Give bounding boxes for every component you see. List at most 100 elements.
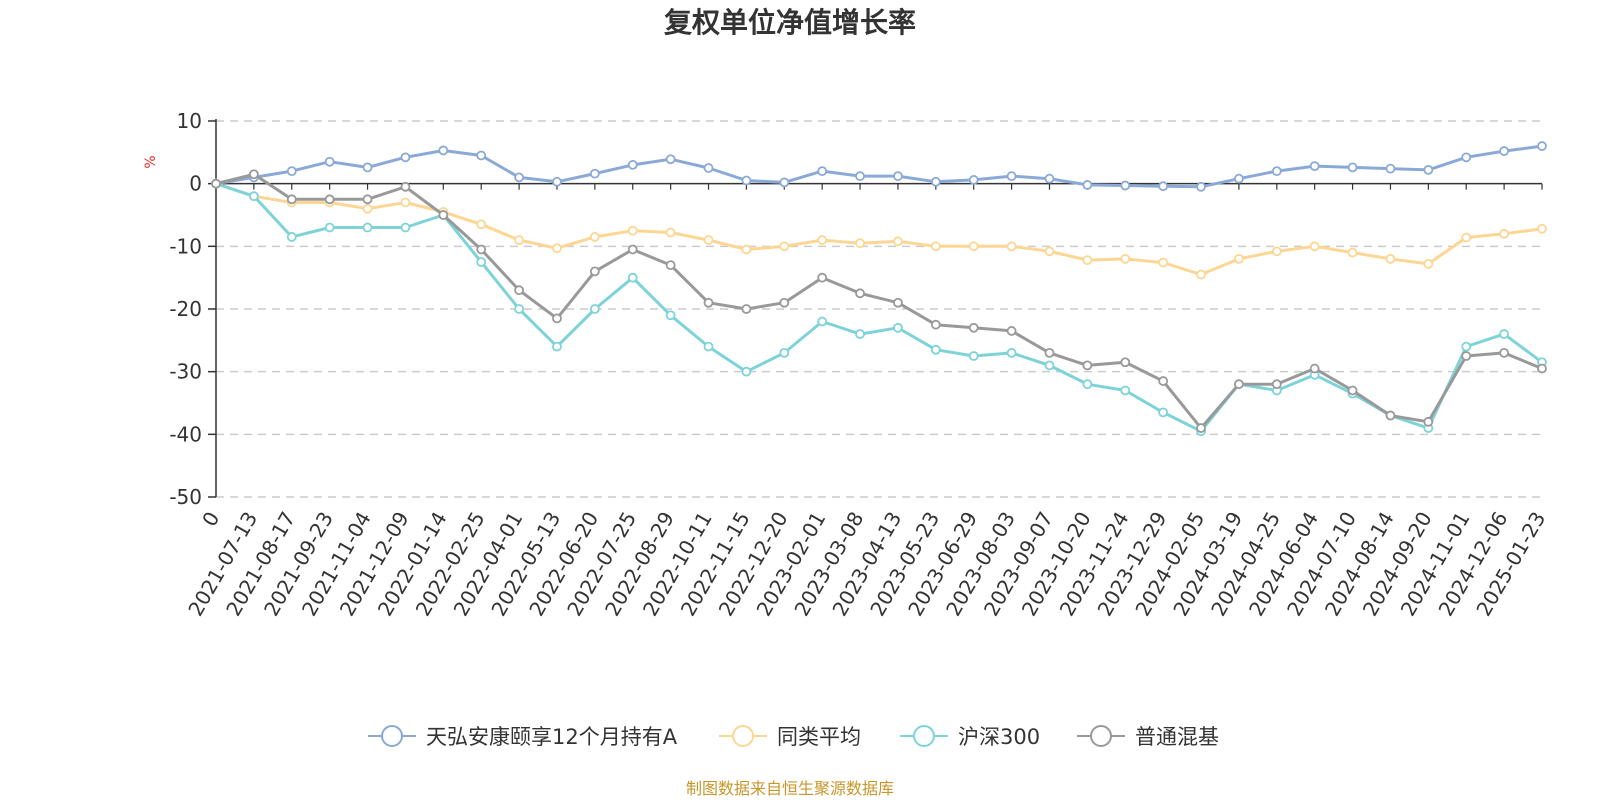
data-point xyxy=(1347,162,1358,173)
data-point xyxy=(703,163,714,173)
data-point xyxy=(362,162,373,173)
series-4 xyxy=(211,169,1547,433)
series-line xyxy=(215,144,1543,189)
data-point xyxy=(1309,161,1320,172)
data-point xyxy=(552,243,562,254)
data-point xyxy=(248,169,259,180)
data-point xyxy=(552,341,562,352)
data-point xyxy=(930,344,941,355)
legend-marker xyxy=(381,725,403,747)
data-point xyxy=(703,341,714,352)
data-point xyxy=(552,313,562,324)
data-point xyxy=(286,194,297,205)
data-point xyxy=(514,285,524,296)
data-point xyxy=(1158,257,1169,268)
legend-item[interactable]: 沪深300 xyxy=(900,725,1040,749)
data-point xyxy=(741,304,752,314)
data-point xyxy=(1006,171,1017,182)
data-point xyxy=(665,227,676,238)
data-point xyxy=(1347,385,1358,396)
data-point xyxy=(1082,255,1093,266)
data-point xyxy=(855,171,865,182)
data-point xyxy=(627,225,638,236)
data-point xyxy=(400,197,411,208)
legend-item[interactable]: 普通混基 xyxy=(1077,725,1219,749)
series-2 xyxy=(211,178,1547,280)
legend-marker xyxy=(732,725,754,747)
data-point xyxy=(286,232,297,242)
y-tick-label: -30 xyxy=(169,360,202,384)
data-point xyxy=(1120,253,1131,264)
data-point xyxy=(286,166,297,177)
data-point xyxy=(703,297,714,308)
data-point xyxy=(817,272,828,283)
data-point xyxy=(1537,141,1547,151)
data-point xyxy=(476,150,487,161)
data-point xyxy=(476,219,487,230)
y-axis-label: % xyxy=(143,155,159,168)
data-point xyxy=(741,244,752,255)
data-point xyxy=(779,241,790,252)
data-point xyxy=(968,241,979,252)
data-point xyxy=(589,266,600,277)
data-point xyxy=(438,210,449,220)
data-point xyxy=(1309,241,1320,252)
data-point xyxy=(476,244,487,255)
data-point xyxy=(1120,180,1131,191)
legend-item[interactable]: 天弘安康颐享12个月持有A xyxy=(368,725,678,749)
data-point xyxy=(1271,166,1282,177)
data-point xyxy=(1423,258,1434,269)
data-point xyxy=(1196,269,1206,280)
data-point xyxy=(1423,416,1434,427)
data-point xyxy=(1385,253,1396,264)
data-point xyxy=(248,191,259,202)
data-point xyxy=(627,244,638,255)
data-point xyxy=(1461,152,1472,163)
data-point xyxy=(1158,181,1169,192)
data-point xyxy=(1234,379,1244,390)
data-point xyxy=(438,145,449,156)
data-point xyxy=(893,171,903,182)
y-tick-label: 10 xyxy=(177,109,202,133)
data-point xyxy=(1006,347,1017,358)
data-point xyxy=(1537,363,1547,374)
data-point xyxy=(1082,379,1093,390)
legend-item[interactable]: 同类平均 xyxy=(719,725,861,749)
legend-marker xyxy=(913,725,935,747)
data-point xyxy=(1271,379,1282,390)
data-point xyxy=(930,319,941,330)
data-point xyxy=(1234,253,1244,264)
chart-title: 复权单位净值增长率 xyxy=(664,6,916,39)
data-point xyxy=(1006,326,1017,336)
data-point xyxy=(362,203,373,214)
data-point xyxy=(1196,181,1206,192)
data-point xyxy=(665,154,676,165)
data-point xyxy=(627,272,638,283)
data-point xyxy=(324,194,335,205)
data-point xyxy=(1499,329,1510,339)
data-point xyxy=(1385,163,1396,174)
data-point xyxy=(1234,173,1244,184)
data-point xyxy=(589,168,600,179)
data-point xyxy=(930,241,941,252)
data-point xyxy=(514,304,524,314)
data-point xyxy=(362,194,373,205)
series-line xyxy=(215,182,1543,433)
data-point xyxy=(1385,410,1396,421)
data-point xyxy=(1309,363,1320,374)
data-point xyxy=(930,176,941,187)
data-point xyxy=(1158,407,1169,418)
data-point xyxy=(552,176,562,187)
data-point xyxy=(514,172,524,183)
y-tick-label: -40 xyxy=(169,422,202,446)
data-point xyxy=(1461,351,1472,361)
data-point xyxy=(817,166,828,177)
data-point xyxy=(1537,223,1547,234)
series-line xyxy=(215,182,1543,276)
data-point xyxy=(1347,247,1358,258)
series-1 xyxy=(211,141,1547,192)
data-point xyxy=(400,222,411,233)
series-lines xyxy=(211,141,1547,437)
series-3 xyxy=(211,178,1547,437)
